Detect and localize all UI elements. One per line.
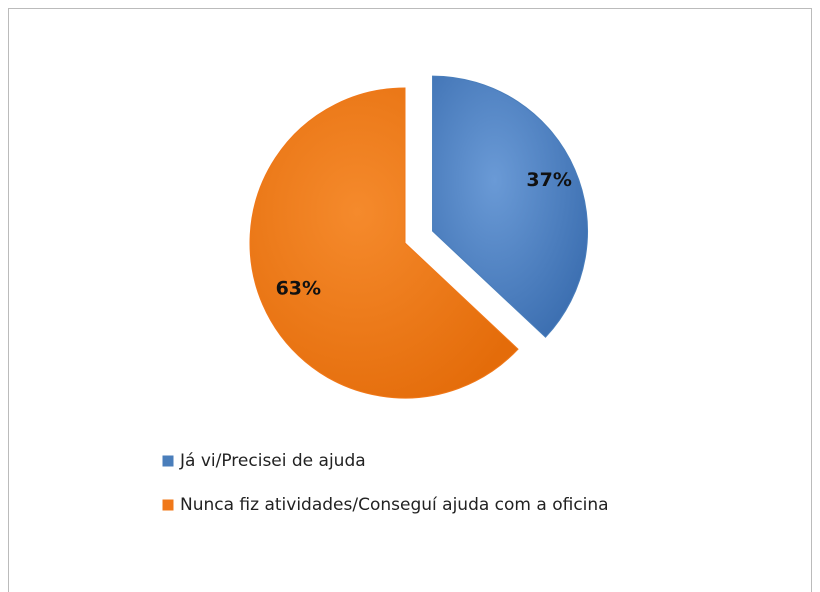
- pie-slice: [432, 75, 588, 338]
- legend-label: Já vi/Precisei de ajuda: [179, 451, 366, 471]
- pie-slice: [249, 87, 519, 399]
- legend-label: Nunca fiz atividades/Conseguí ajuda com …: [180, 495, 609, 515]
- legend-swatch: [161, 454, 175, 468]
- legend-swatch: [161, 498, 175, 512]
- slice-label: 37%: [526, 169, 571, 191]
- slice-label: 63%: [276, 278, 321, 300]
